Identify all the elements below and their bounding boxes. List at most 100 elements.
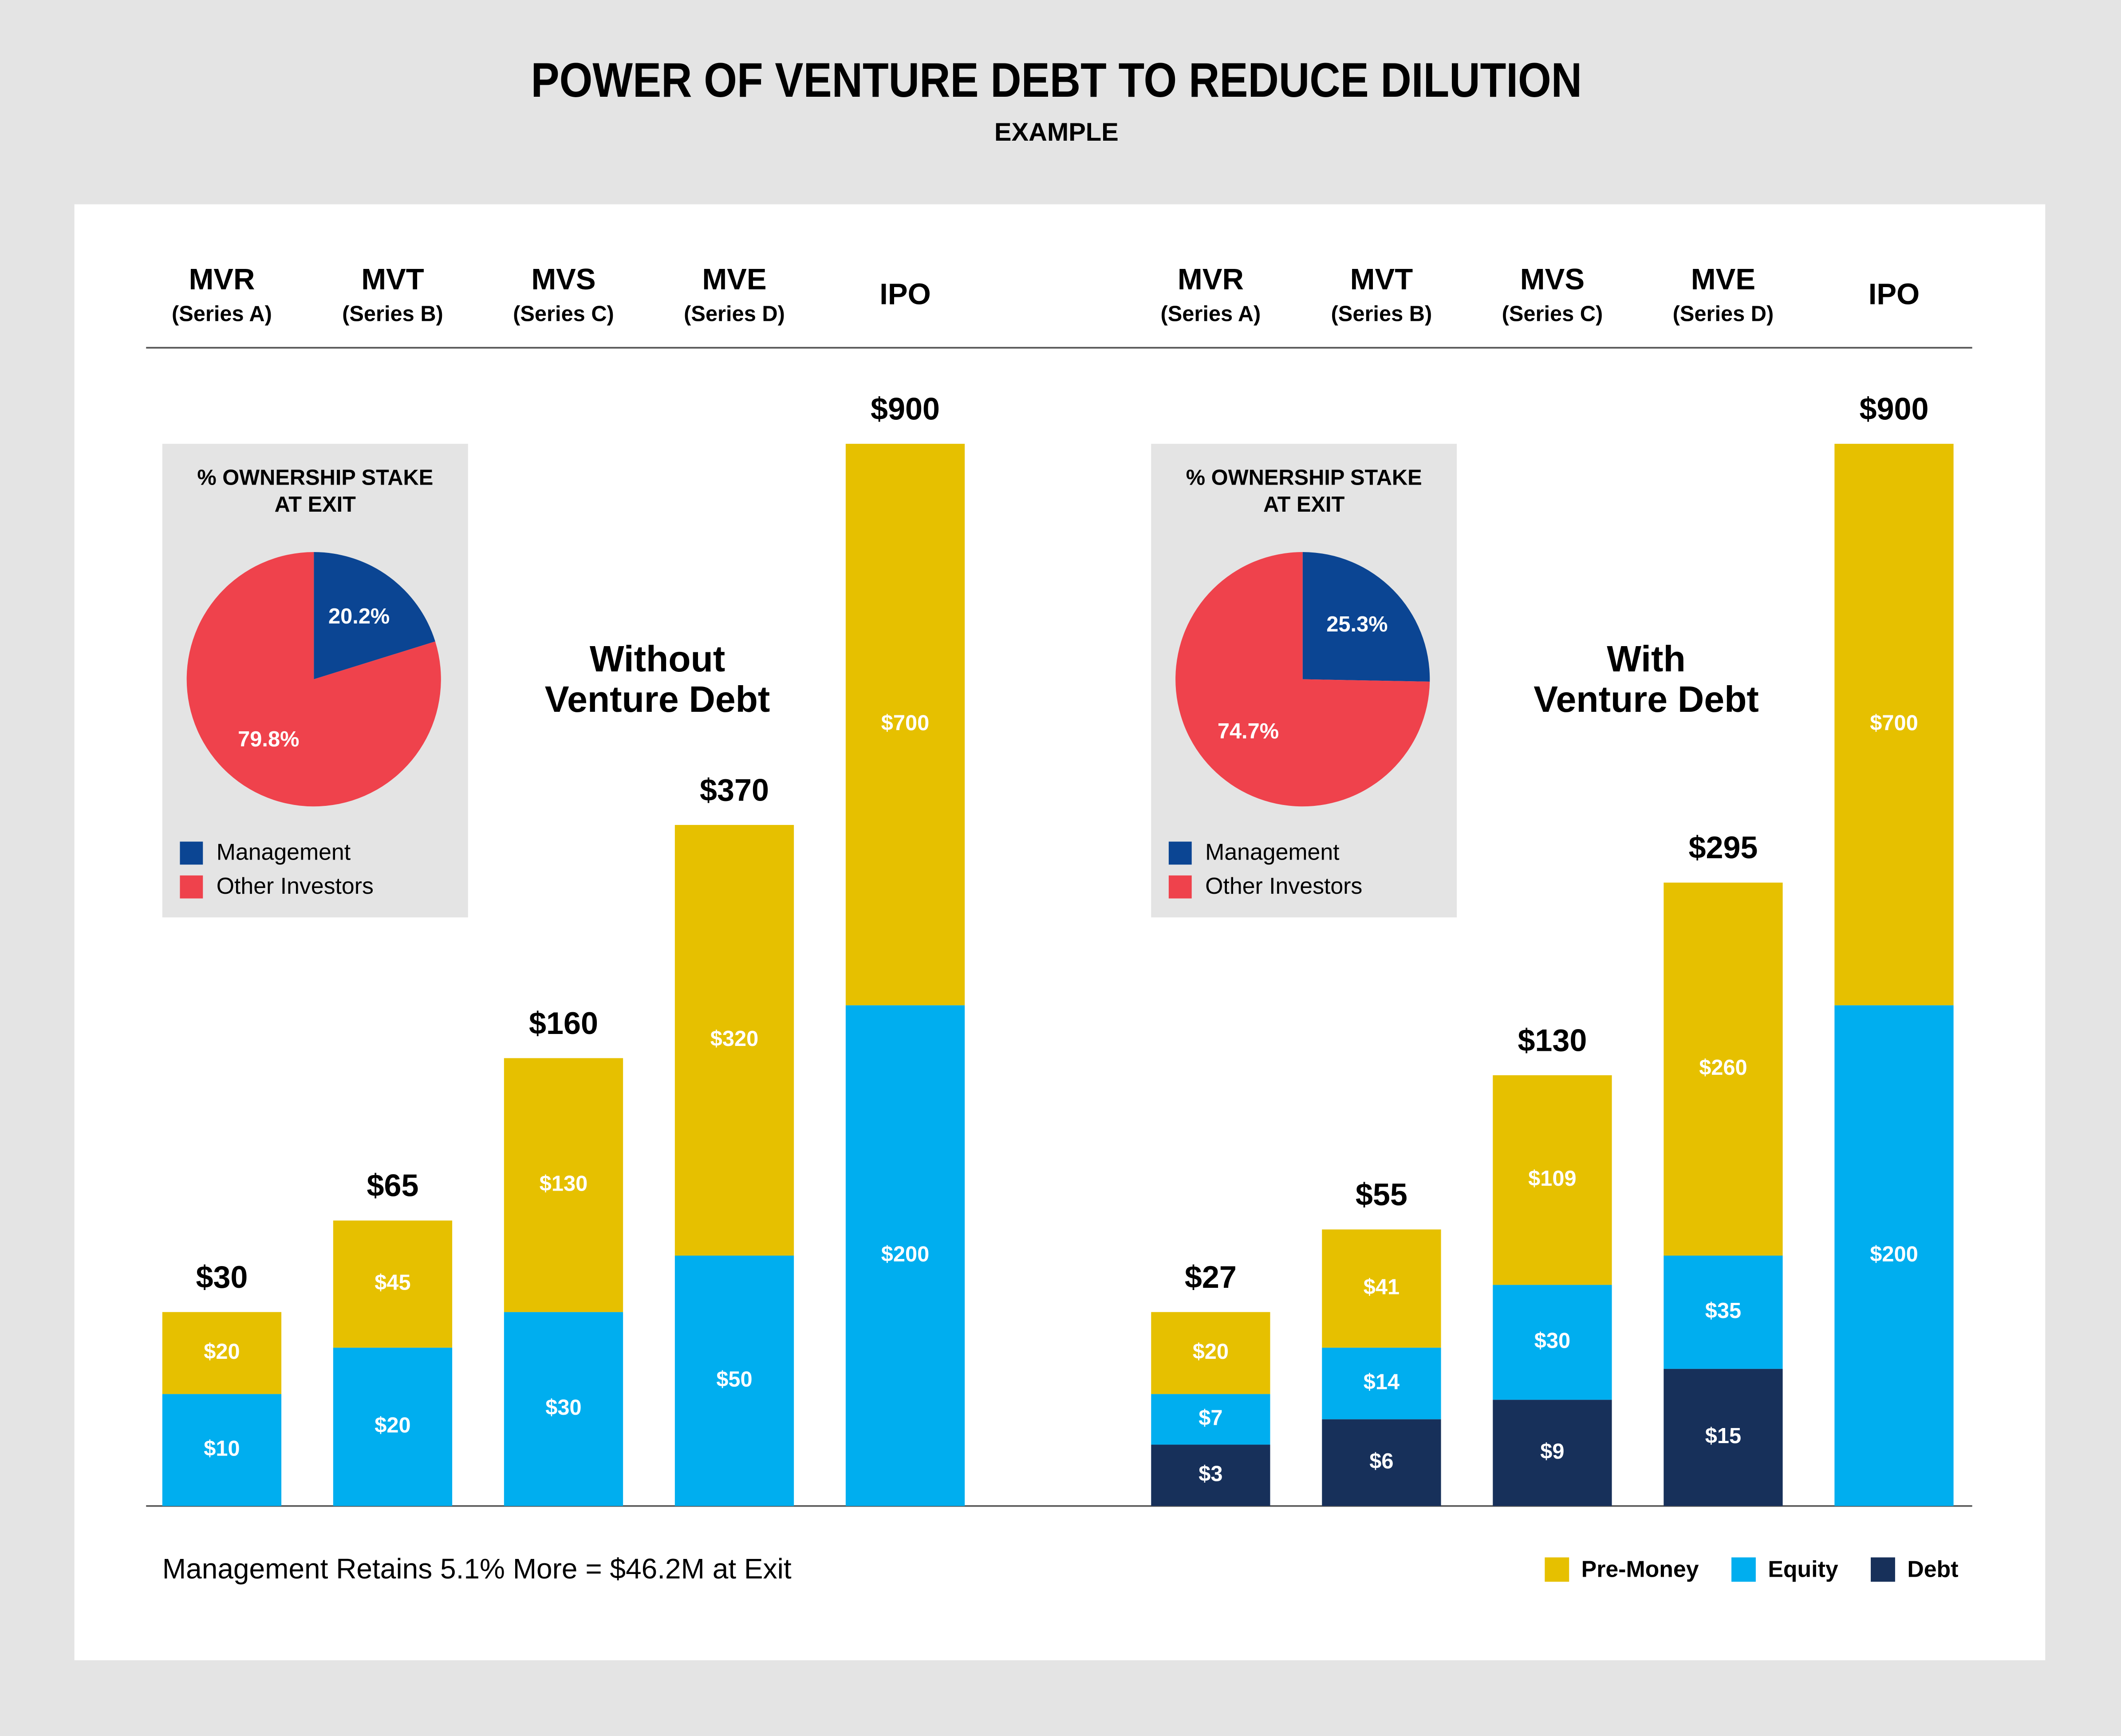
value-label: $130 (540, 1172, 587, 1195)
total-label: $900 (1859, 391, 1928, 426)
value-label: $20 (375, 1413, 410, 1437)
value-label: $41 (1364, 1275, 1400, 1299)
bar-segment (1322, 1419, 1441, 1506)
value-label: $15 (1705, 1424, 1741, 1448)
x-tick-label: MVE (702, 263, 766, 296)
bar-segment (1322, 1229, 1441, 1348)
value-label: $200 (881, 1242, 929, 1266)
pie-label: 20.2% (328, 604, 390, 628)
x-tick-sublabel: (Series D) (684, 302, 785, 326)
bar-segment (1664, 1369, 1783, 1506)
value-label: $30 (545, 1396, 581, 1420)
pie-title: % OWNERSHIP STAKE (197, 466, 433, 489)
bar-segment (845, 1005, 965, 1506)
legend-label: Debt (1907, 1556, 1958, 1582)
x-tick-sublabel: (Series B) (342, 302, 443, 326)
value-label: $700 (1870, 711, 1918, 735)
bar-segment (333, 1347, 453, 1506)
legend-swatch (180, 841, 203, 865)
x-tick-label: MVS (1520, 263, 1585, 296)
bar-segment (1493, 1400, 1612, 1506)
bar-segment (1151, 1444, 1270, 1506)
value-label: $9 (1540, 1440, 1564, 1464)
x-tick-sublabel: (Series C) (1502, 302, 1603, 326)
annotation: With (1607, 639, 1685, 679)
x-tick-sublabel: (Series A) (172, 302, 272, 326)
subtitle: EXAMPLE (994, 118, 1119, 146)
chart-title: POWER OF VENTURE DEBT TO REDUCE DILUTION (531, 53, 1582, 107)
pie-title: AT EXIT (275, 493, 356, 517)
pie-title: AT EXIT (1263, 493, 1345, 517)
pie-label: 79.8% (238, 727, 299, 751)
legend-label: Other Investors (217, 873, 374, 899)
x-tick-sublabel: (Series A) (1160, 302, 1261, 326)
bar-segment (1834, 1005, 1954, 1506)
annotation: Without (590, 639, 725, 679)
value-label: $50 (716, 1367, 752, 1391)
bar-segment (1151, 1312, 1270, 1394)
pie-slice (1175, 552, 1430, 807)
bar-segment (674, 825, 794, 1256)
legend-swatch (1168, 875, 1192, 899)
value-label: $10 (204, 1436, 240, 1460)
x-tick-label: MVR (1178, 263, 1244, 296)
annotation: Venture Debt (545, 679, 770, 720)
x-tick-sublabel: (Series C) (513, 302, 614, 326)
pie-label: 25.3% (1326, 612, 1388, 636)
bar-segment (333, 1220, 453, 1348)
bar-segment (1151, 1394, 1270, 1445)
total-label: $27 (1185, 1260, 1237, 1294)
bar-segment (1664, 882, 1783, 1256)
x-tick-label: MVS (531, 263, 595, 296)
pie-slice (314, 552, 435, 679)
legend-swatch (1871, 1557, 1895, 1582)
value-label: $30 (1534, 1329, 1570, 1353)
value-label: $109 (1528, 1167, 1576, 1191)
bar-segment (674, 1255, 794, 1506)
total-label: $130 (1518, 1023, 1587, 1057)
x-tick-sublabel: (Series D) (1673, 302, 1774, 326)
value-label: $20 (1193, 1340, 1229, 1364)
value-label: $260 (1699, 1056, 1747, 1080)
note: Management Retains 5.1% More = $46.2M at… (162, 1553, 792, 1585)
legend-swatch (180, 875, 203, 899)
bar-segment (162, 1394, 282, 1506)
value-label: $7 (1198, 1406, 1222, 1430)
total-label: $295 (1688, 830, 1758, 865)
pie-label: 74.7% (1218, 719, 1279, 743)
total-label: $900 (871, 391, 940, 426)
legend-label: Other Investors (1205, 873, 1362, 899)
bar-segment (1664, 1255, 1783, 1369)
total-label: $30 (196, 1260, 248, 1294)
x-tick-label: MVT (361, 263, 424, 296)
x-tick-label: MVT (1350, 263, 1413, 296)
total-label: $160 (529, 1006, 598, 1041)
legend-label: Pre-Money (1581, 1556, 1699, 1582)
x-tick-label: MVE (1691, 263, 1755, 296)
legend-label: Management (1205, 839, 1340, 865)
total-label: $370 (700, 773, 769, 807)
value-label: $35 (1705, 1299, 1741, 1323)
bar-segment (504, 1312, 623, 1506)
x-tick-label: IPO (1869, 277, 1920, 311)
total-label: $55 (1356, 1177, 1407, 1212)
bar-segment (1493, 1285, 1612, 1400)
bar-segment (1322, 1347, 1441, 1420)
bar-segment (845, 444, 965, 1006)
legend-label: Equity (1768, 1556, 1838, 1582)
value-label: $45 (375, 1271, 410, 1295)
legend-swatch (1168, 841, 1192, 865)
x-tick-label: IPO (879, 277, 931, 311)
bar-segment (162, 1312, 282, 1394)
value-label: $6 (1369, 1449, 1393, 1473)
x-tick-label: MVR (189, 263, 255, 296)
annotation: Venture Debt (1534, 679, 1759, 720)
value-label: $3 (1198, 1462, 1222, 1486)
bar-segment (1834, 444, 1954, 1006)
legend-swatch (1545, 1557, 1569, 1582)
pie-slice (186, 552, 441, 807)
value-label: $200 (1870, 1242, 1918, 1266)
value-label: $320 (710, 1027, 758, 1051)
